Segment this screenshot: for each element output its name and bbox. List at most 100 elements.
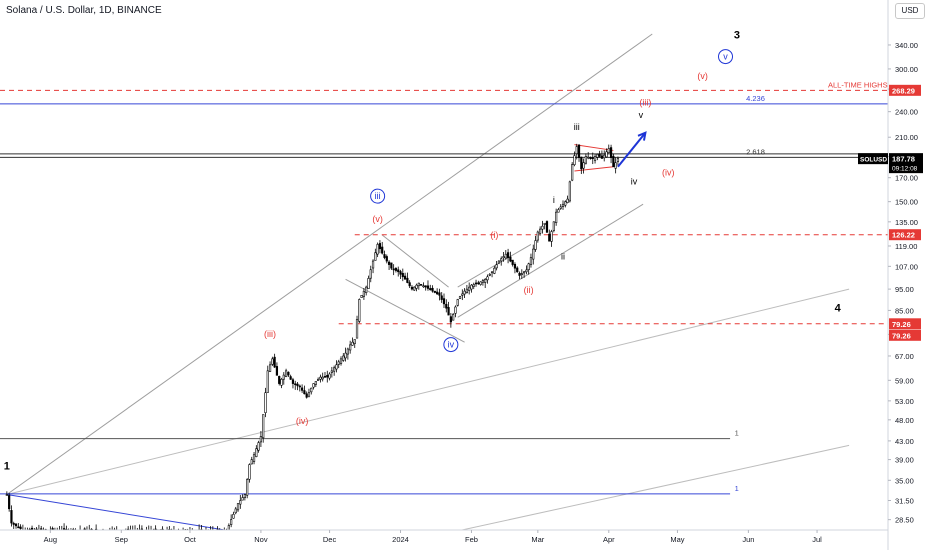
candle — [463, 288, 466, 298]
y-tick-label: 43.00 — [895, 437, 914, 446]
candle — [136, 527, 138, 530]
candle — [577, 144, 581, 162]
candle — [187, 528, 189, 530]
candle — [196, 529, 198, 530]
candle — [296, 382, 299, 391]
trendline — [6, 494, 228, 530]
level-label: 2.618 — [746, 147, 765, 156]
candle — [548, 229, 551, 242]
candle — [454, 305, 457, 318]
candle — [321, 372, 324, 382]
candle — [266, 365, 269, 393]
candle — [539, 226, 542, 236]
candle — [226, 528, 227, 530]
x-tick-label: Jun — [742, 535, 754, 544]
candle — [109, 527, 111, 530]
candle — [490, 271, 494, 278]
trendline — [459, 444, 850, 530]
candle — [506, 248, 510, 264]
trendline — [6, 33, 653, 495]
candle — [367, 275, 370, 289]
candle — [504, 250, 507, 260]
candle — [264, 387, 267, 418]
candle — [310, 387, 313, 395]
candle — [70, 528, 72, 530]
candle — [433, 290, 436, 294]
currency-selector[interactable]: USD — [895, 3, 925, 19]
projection-arrow — [617, 132, 647, 168]
trendline — [6, 288, 850, 495]
candle — [600, 150, 604, 159]
wave-label: (ii) — [524, 285, 534, 295]
candle — [98, 530, 100, 532]
candle — [529, 253, 533, 268]
y-tick-label: 150.00 — [895, 198, 918, 207]
wave-circle — [443, 337, 459, 353]
y-tick-label: 95.00 — [895, 285, 914, 294]
candle — [461, 289, 464, 301]
level-price-value: 268.29 — [892, 86, 915, 95]
candle — [479, 281, 482, 286]
candle — [307, 388, 311, 398]
candle — [383, 250, 386, 260]
wave-label: (iv) — [662, 167, 675, 177]
candle — [477, 280, 480, 285]
candle — [442, 293, 446, 309]
candle — [319, 374, 322, 383]
candle — [77, 529, 79, 530]
candle — [191, 528, 193, 530]
candle — [429, 284, 432, 291]
candle — [88, 524, 91, 530]
trendline — [457, 203, 644, 318]
candle — [488, 273, 491, 277]
wave-label: i — [553, 195, 555, 205]
candle — [481, 279, 485, 286]
candle — [100, 530, 102, 532]
candle — [259, 431, 263, 448]
candle — [365, 285, 368, 296]
wave-label: 4 — [835, 303, 842, 315]
wave-circle — [370, 188, 386, 204]
candle — [353, 339, 356, 348]
level-label: ALL-TIME HIGHS — [828, 80, 888, 89]
candle — [37, 524, 41, 530]
current-price-tag: SOLUSD 187.78 09:12:08 — [858, 153, 923, 174]
level-price-tag: 79.26 79.26 — [889, 318, 921, 341]
candle — [378, 240, 382, 254]
candle — [28, 527, 31, 530]
candle — [166, 526, 168, 530]
y-tick-label: 28.50 — [895, 516, 914, 525]
candle — [369, 265, 372, 283]
candle — [410, 285, 414, 291]
y-tick-label: 210.00 — [895, 133, 918, 142]
candle — [181, 527, 185, 530]
x-tick-label: Nov — [254, 535, 268, 544]
candle — [230, 514, 233, 528]
candle — [255, 445, 258, 458]
level-price-tag: 126.22 — [889, 229, 921, 241]
candle — [86, 526, 88, 530]
candle — [387, 260, 391, 270]
candle — [523, 271, 526, 278]
candle — [472, 282, 475, 290]
candle — [342, 353, 345, 362]
candle — [305, 391, 308, 399]
candle — [545, 220, 549, 233]
y-tick-label: 67.00 — [895, 352, 914, 361]
x-tick-label: Aug — [44, 535, 57, 544]
candle — [550, 229, 553, 247]
wave-label: (iii) — [264, 329, 276, 339]
candle — [456, 298, 459, 307]
candle — [497, 260, 501, 265]
candle — [111, 526, 113, 530]
x-tick-label: 2024 — [392, 535, 409, 544]
candle — [587, 152, 590, 160]
y-tick-label: 240.00 — [895, 108, 918, 117]
wave-label: iv — [448, 340, 455, 350]
candle — [502, 251, 505, 262]
candle — [287, 371, 290, 377]
wave-label: v — [723, 52, 728, 62]
candle — [268, 361, 272, 372]
candle — [138, 524, 141, 530]
